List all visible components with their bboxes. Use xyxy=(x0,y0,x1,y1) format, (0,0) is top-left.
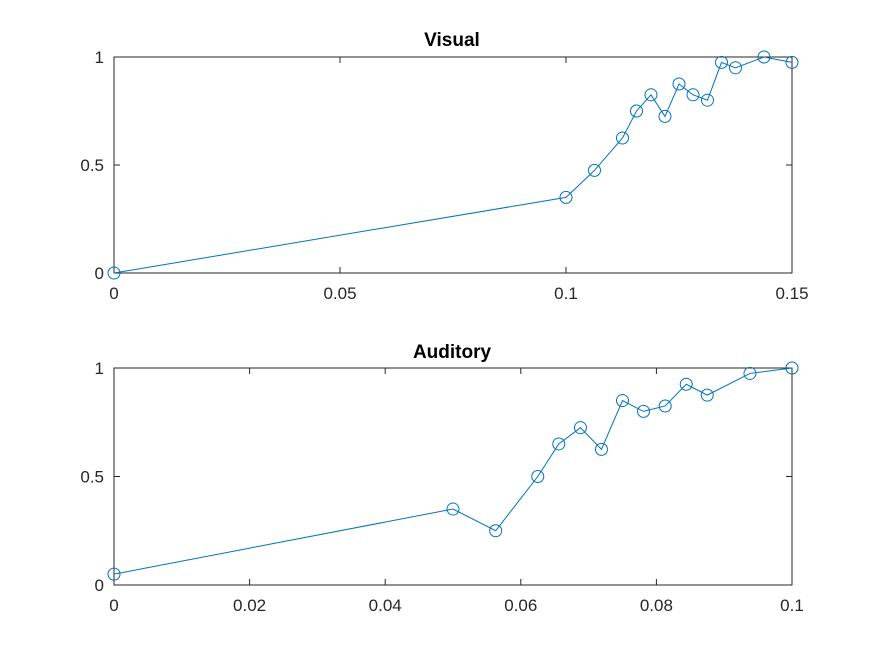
data-point xyxy=(658,109,672,123)
data-point xyxy=(559,190,573,204)
data-point xyxy=(700,388,714,402)
data-point xyxy=(672,77,686,91)
y-tick-label: 0 xyxy=(95,264,104,283)
data-point xyxy=(729,61,742,75)
x-tick-label: 0 xyxy=(109,284,118,303)
x-tick-label: 0.04 xyxy=(369,596,402,615)
subplot-visual: Visual xyxy=(113,30,793,274)
data-point xyxy=(714,55,728,69)
data-point xyxy=(757,50,771,64)
x-tick-label: 0.1 xyxy=(780,596,804,615)
x-tick-label: 0.15 xyxy=(775,284,808,303)
x-tick-label: 0.05 xyxy=(323,284,356,303)
data-point xyxy=(616,131,629,145)
data-point xyxy=(785,361,799,375)
data-point xyxy=(446,502,460,516)
data-point xyxy=(587,163,601,177)
data-point xyxy=(573,421,587,435)
x-tick-label: 0 xyxy=(109,596,118,615)
data-point xyxy=(644,88,658,102)
data-point xyxy=(489,524,503,538)
y-tick-label: 0.5 xyxy=(80,156,104,175)
series-line xyxy=(113,56,793,274)
y-tick-label: 1 xyxy=(95,48,104,67)
chart-title: Visual xyxy=(424,30,480,51)
data-point xyxy=(637,404,651,418)
x-tick-label: 0.1 xyxy=(554,284,578,303)
chart-marks: 0 0.02 0.04 0.06 0.08 0.1 0 0.5 1 xyxy=(80,359,803,615)
y-tick-label: 1 xyxy=(95,359,104,378)
data-point xyxy=(531,470,545,483)
data-point xyxy=(700,93,714,107)
x-tick-label: 0.08 xyxy=(640,596,673,615)
data-point xyxy=(743,366,757,380)
data-point xyxy=(630,104,644,118)
data-point xyxy=(107,567,121,581)
x-tick-label: 0.06 xyxy=(504,596,537,615)
subplot-auditory: Auditory xyxy=(113,342,793,586)
y-tick-label: 0.5 xyxy=(80,468,104,487)
data-point xyxy=(785,55,799,69)
data-point xyxy=(552,437,566,451)
series-line xyxy=(113,367,793,575)
chart-title: Auditory xyxy=(413,342,492,363)
data-point xyxy=(679,377,693,391)
data-point xyxy=(686,88,700,102)
data-point xyxy=(107,266,121,280)
x-tick-label: 0.02 xyxy=(233,596,266,615)
plot-area xyxy=(113,367,793,586)
y-tick-label: 0 xyxy=(95,576,104,595)
data-point xyxy=(594,442,608,456)
data-point xyxy=(658,399,672,413)
chart-marks: 0 0.05 0.1 0.15 0 0.5 1 xyxy=(80,48,808,303)
data-point xyxy=(616,394,629,408)
